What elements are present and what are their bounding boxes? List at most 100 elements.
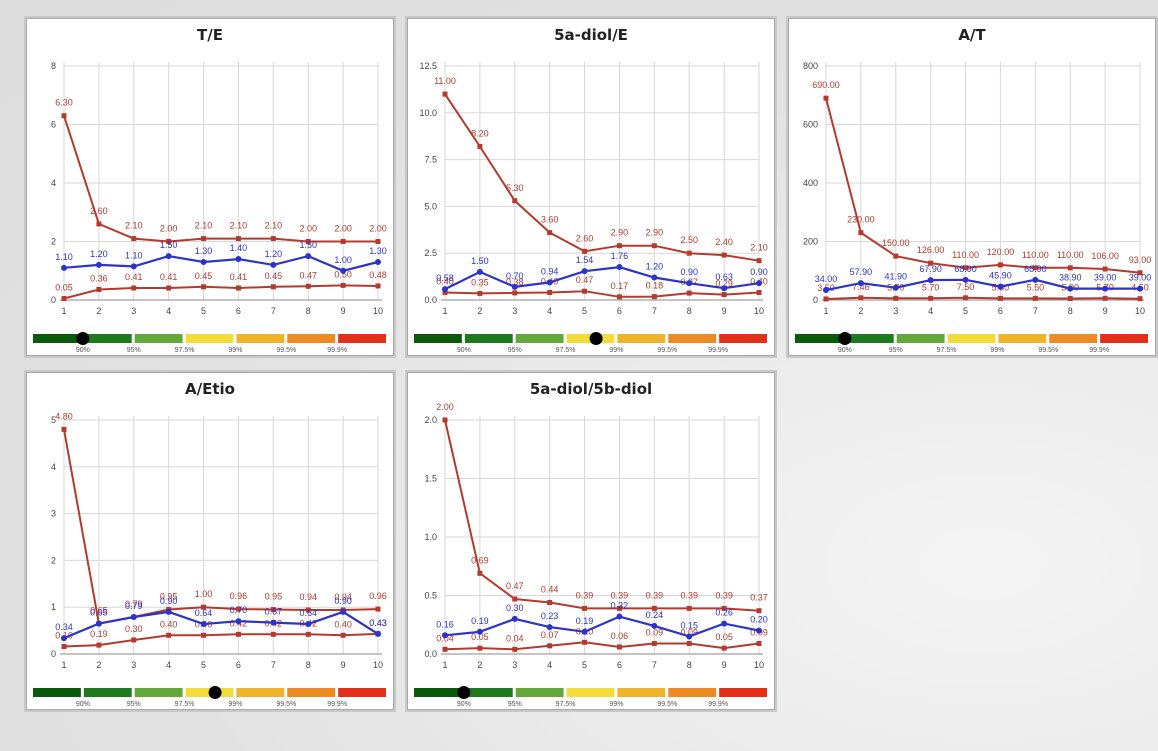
chart-svg: A/T1234567891002004006008003.507.465.705…	[795, 26, 1151, 354]
data-point-upper	[616, 605, 622, 611]
data-point-upper	[131, 236, 137, 242]
data-label-lower: 5.70	[922, 282, 940, 292]
scale-marker	[208, 686, 222, 699]
data-point-subject	[857, 280, 864, 287]
data-point-subject	[997, 283, 1004, 290]
data-label-subject: 0.63	[715, 272, 733, 282]
data-label-subject: 0.70	[506, 271, 524, 281]
x-tick-label: 6	[617, 660, 622, 670]
scale-segment	[1100, 334, 1148, 343]
data-point-upper	[547, 230, 553, 236]
data-label-lower: 0.38	[506, 277, 524, 287]
data-point-subject	[375, 258, 381, 265]
y-tick-label: 0.0	[424, 295, 437, 305]
x-tick-label: 6	[236, 306, 241, 316]
data-point-subject	[686, 633, 693, 640]
data-label-subject: 1.20	[646, 262, 664, 272]
series-line-subject	[63, 254, 379, 272]
data-label-subject: 1.10	[55, 252, 73, 262]
data-label-lower: 0.40	[160, 619, 178, 629]
x-tick-label: 5	[582, 660, 587, 670]
data-point-lower	[96, 642, 102, 648]
scale-segment	[338, 334, 386, 343]
data-label-subject: 38.90	[1059, 273, 1082, 283]
data-point-upper	[721, 605, 727, 611]
data-label-upper: 0.47	[506, 581, 524, 591]
data-label-upper: 2.90	[611, 228, 629, 238]
data-label-lower: 0.40	[334, 619, 352, 629]
data-point-upper	[512, 596, 518, 602]
y-tick-label: 8	[51, 61, 56, 71]
chart-title: 5a-diol/E	[554, 26, 628, 44]
data-label-upper: 0.39	[611, 590, 629, 600]
data-point-lower	[340, 282, 346, 288]
data-label-subject: 1.50	[299, 240, 317, 250]
data-label-lower: 0.09	[680, 627, 698, 637]
data-label-subject: 45.90	[989, 271, 1012, 281]
data-label-upper: 150.00	[882, 238, 910, 248]
chart-title: T/E	[197, 26, 223, 44]
data-point-upper	[235, 606, 241, 612]
data-label-lower: 0.09	[646, 627, 664, 637]
chart-title: A/T	[958, 26, 986, 44]
data-point-lower	[131, 285, 137, 291]
y-tick-label: 400	[803, 178, 818, 188]
scale-label: 95%	[127, 347, 141, 354]
data-point-subject	[581, 268, 588, 275]
data-point-lower	[270, 284, 276, 290]
data-point-lower	[928, 295, 934, 301]
series-line-subject	[63, 610, 379, 640]
scale-segment	[515, 334, 564, 343]
data-point-subject	[546, 279, 553, 286]
data-label-upper: 8.20	[471, 128, 489, 138]
x-tick-label: 1	[61, 660, 66, 670]
data-point-subject	[1102, 285, 1109, 292]
data-label-upper: 0.39	[715, 590, 733, 600]
scale-label: 99.9%	[1089, 347, 1109, 354]
data-point-lower	[166, 632, 172, 638]
data-point-subject	[375, 630, 381, 637]
data-label-lower: 0.05	[471, 632, 489, 642]
data-label-subject: 1.50	[160, 240, 178, 250]
series-line-lower	[63, 632, 379, 648]
data-point-subject	[546, 624, 553, 631]
data-point-lower	[61, 296, 67, 302]
series-line-upper	[63, 115, 378, 243]
data-label-upper: 0.39	[680, 590, 698, 600]
scale-label: 95%	[127, 701, 141, 708]
x-tick-label: 2	[858, 306, 863, 316]
data-label-upper: 2.00	[160, 224, 178, 234]
x-tick-label: 3	[131, 660, 136, 670]
data-point-subject	[305, 253, 312, 260]
data-label-upper: 126.00	[917, 245, 945, 255]
data-point-subject	[476, 268, 483, 275]
data-label-subject: 0.90	[750, 267, 768, 277]
data-point-lower	[651, 640, 657, 646]
data-point-lower	[305, 283, 311, 289]
data-label-lower: 0.04	[506, 633, 524, 643]
x-tick-label: 6	[236, 660, 241, 670]
data-point-lower	[686, 290, 692, 296]
data-point-upper	[756, 608, 762, 614]
y-tick-label: 12.5	[419, 61, 437, 71]
data-label-subject: 0.19	[471, 616, 489, 626]
data-point-upper	[616, 243, 622, 249]
series-line-lower	[444, 641, 760, 651]
data-point-upper	[756, 258, 762, 264]
scale-label: 99.5%	[1038, 347, 1058, 354]
y-tick-label: 2	[51, 237, 56, 247]
data-label-upper: 4.80	[55, 411, 73, 421]
data-point-subject	[651, 274, 658, 281]
data-label-lower: 0.29	[715, 279, 733, 289]
scale-segment	[845, 334, 894, 343]
y-tick-label: 800	[803, 61, 818, 71]
data-point-upper	[201, 604, 207, 610]
data-label-upper: 2.10	[750, 243, 768, 253]
data-point-subject	[616, 264, 623, 271]
data-label-subject: 0.32	[611, 601, 629, 611]
data-label-lower: 0.19	[90, 629, 108, 639]
scale-segment	[464, 334, 513, 343]
data-label-upper: 2.00	[334, 224, 352, 234]
x-tick-label: 9	[722, 660, 727, 670]
data-label-lower: 0.48	[369, 270, 387, 280]
